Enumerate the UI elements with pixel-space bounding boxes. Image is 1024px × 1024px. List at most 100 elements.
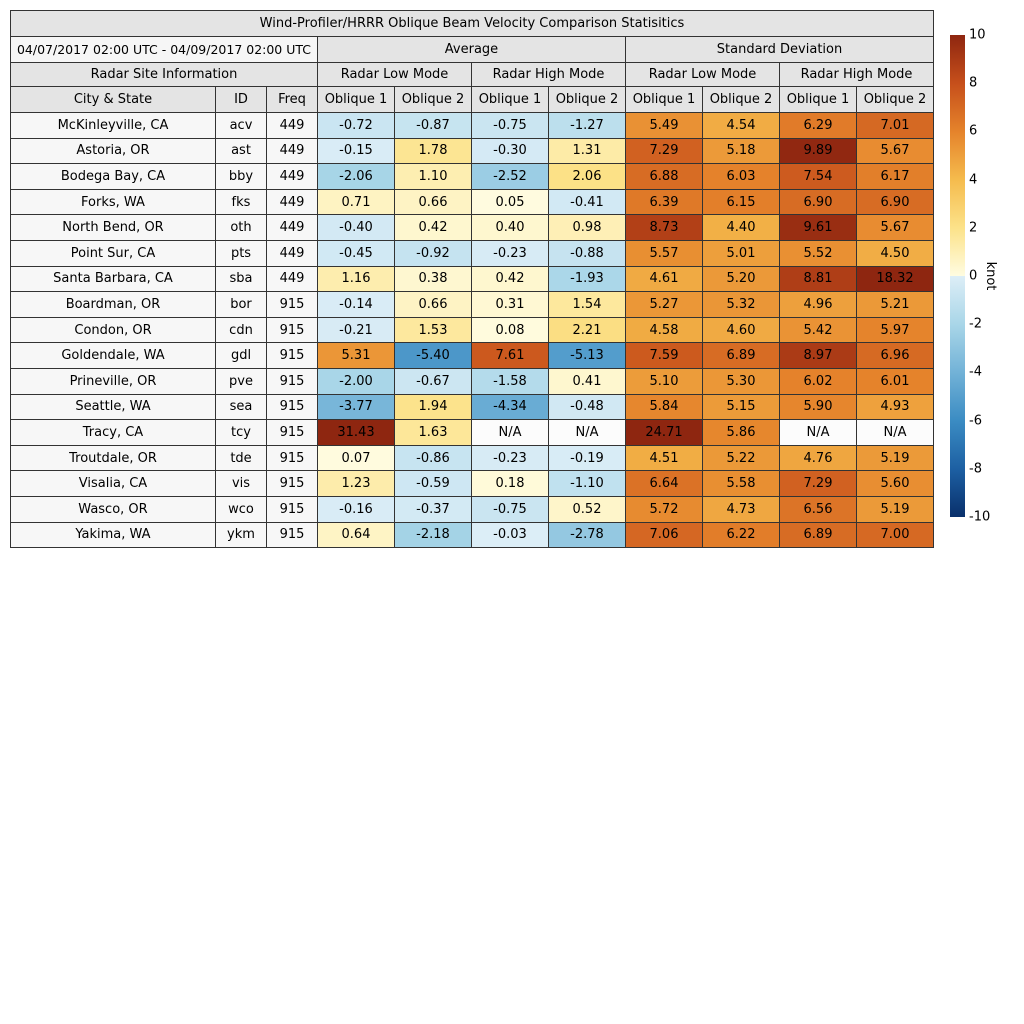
cell-city: Yakima, WA bbox=[10, 521, 216, 549]
cell-value: 2.06 bbox=[548, 163, 626, 190]
cell-value: 5.60 bbox=[856, 470, 934, 497]
column-header-row: City & State ID Freq Oblique 1 Oblique 2… bbox=[10, 86, 934, 113]
cell-value: 8.97 bbox=[779, 342, 857, 369]
table-row: North Bend, OR oth 449 -0.40 0.42 0.40 0.98 8.7… bbox=[10, 214, 934, 241]
table-row: Troutdale, OR tde 915 0.07 -0.86 -0.23 -0.19 4.… bbox=[10, 444, 934, 472]
cell-value: 1.23 bbox=[317, 470, 395, 497]
cell-value: 4.73 bbox=[702, 495, 780, 523]
cell-freq: 449 bbox=[266, 214, 318, 241]
cell-value: -2.52 bbox=[471, 163, 549, 190]
cell-freq: 915 bbox=[266, 419, 318, 446]
table-body: McKinleyville, CA acv 449 -0.72 -0.87 -0.75 -1… bbox=[10, 112, 934, 549]
colorbar-tick-label: -2 bbox=[969, 316, 982, 332]
cell-value: -0.45 bbox=[317, 239, 395, 267]
cell-value: 5.52 bbox=[779, 239, 857, 267]
cell-city: Seattle, WA bbox=[10, 393, 216, 421]
cell-value: 4.50 bbox=[856, 239, 934, 267]
cell-value: 6.89 bbox=[779, 521, 857, 549]
cell-value: 5.19 bbox=[856, 444, 934, 472]
cell-id: oth bbox=[215, 214, 267, 241]
col-header-oblique1: Oblique 1 bbox=[317, 86, 395, 113]
cell-value: -2.06 bbox=[317, 163, 395, 190]
cell-freq: 915 bbox=[266, 342, 318, 369]
cell-value: 5.49 bbox=[625, 112, 703, 139]
cell-value: -0.30 bbox=[471, 137, 549, 165]
group-header-standard-deviation: Standard Deviation bbox=[625, 36, 934, 63]
cell-value: 6.17 bbox=[856, 163, 934, 190]
cell-value: -0.19 bbox=[548, 444, 626, 472]
colorbar-tick-label: -10 bbox=[969, 509, 991, 525]
cell-value: 1.31 bbox=[548, 137, 626, 165]
cell-value: 24.71 bbox=[625, 419, 703, 446]
cell-value: 6.39 bbox=[625, 188, 703, 216]
cell-id: sea bbox=[215, 393, 267, 421]
cell-id: ykm bbox=[215, 521, 267, 549]
cell-freq: 449 bbox=[266, 265, 318, 293]
cell-value: 5.27 bbox=[625, 291, 703, 318]
mode-header-row: Radar Site Information Radar Low Mode Ra… bbox=[10, 62, 934, 87]
cell-value: -2.00 bbox=[317, 367, 395, 395]
cell-value: N/A bbox=[779, 419, 857, 446]
table-row: Condon, OR cdn 915 -0.21 1.53 0.08 2.21 4.58 4.6… bbox=[10, 316, 934, 344]
mode-header-high: Radar High Mode bbox=[779, 62, 934, 87]
table-row: Boardman, OR bor 915 -0.14 0.66 0.31 1.54 5.27 5… bbox=[10, 291, 934, 318]
cell-value: 8.81 bbox=[779, 265, 857, 293]
cell-value: 4.61 bbox=[625, 265, 703, 293]
cell-value: -0.48 bbox=[548, 393, 626, 421]
cell-value: 1.53 bbox=[394, 316, 472, 344]
cell-value: 0.64 bbox=[317, 521, 395, 549]
cell-freq: 449 bbox=[266, 137, 318, 165]
cell-id: sba bbox=[215, 265, 267, 293]
cell-value: 6.89 bbox=[702, 342, 780, 369]
table-title: Wind-Profiler/HRRR Oblique Beam Velocity… bbox=[10, 10, 934, 37]
cell-city: Wasco, OR bbox=[10, 495, 216, 523]
cell-value: 1.94 bbox=[394, 393, 472, 421]
cell-city: Tracy, CA bbox=[10, 419, 216, 446]
group-header-row: 04/07/2017 02:00 UTC - 04/09/2017 02:00 … bbox=[10, 36, 934, 63]
cell-city: Goldendale, WA bbox=[10, 342, 216, 369]
colorbar-tick-label: 2 bbox=[969, 220, 978, 236]
cell-value: -2.18 bbox=[394, 521, 472, 549]
colorbar-tick-label: 0 bbox=[969, 268, 978, 284]
col-header-city: City & State bbox=[10, 86, 216, 113]
cell-city: Visalia, CA bbox=[10, 470, 216, 497]
cell-value: 5.30 bbox=[702, 367, 780, 395]
table-row: Point Sur, CA pts 449 -0.45 -0.92 -0.23 -0.88 5… bbox=[10, 239, 934, 267]
col-header-oblique1: Oblique 1 bbox=[779, 86, 857, 113]
cell-value: 0.42 bbox=[394, 214, 472, 241]
mode-header-low: Radar Low Mode bbox=[625, 62, 780, 87]
cell-value: -1.58 bbox=[471, 367, 549, 395]
cell-value: 1.10 bbox=[394, 163, 472, 190]
group-header-average: Average bbox=[317, 36, 626, 63]
cell-freq: 449 bbox=[266, 112, 318, 139]
cell-value: -0.21 bbox=[317, 316, 395, 344]
cell-value: 6.64 bbox=[625, 470, 703, 497]
colorbar-tick-label: 8 bbox=[969, 75, 978, 91]
cell-value: 0.38 bbox=[394, 265, 472, 293]
cell-value: 6.96 bbox=[856, 342, 934, 369]
cell-value: 6.15 bbox=[702, 188, 780, 216]
table-row: Yakima, WA ykm 915 0.64 -2.18 -0.03 -2.78 7.06 6… bbox=[10, 521, 934, 549]
cell-value: 0.52 bbox=[548, 495, 626, 523]
cell-value: 6.03 bbox=[702, 163, 780, 190]
table-row: Tracy, CA tcy 915 31.43 1.63 N/A N/A 24.71 5.86 N… bbox=[10, 419, 934, 446]
colorbar-ticks: 10 8 6 4 2 0 -2 -4 -6 -8 -10 bbox=[969, 29, 1003, 524]
cell-value: 1.16 bbox=[317, 265, 395, 293]
cell-value: 5.18 bbox=[702, 137, 780, 165]
cell-value: 4.96 bbox=[779, 291, 857, 318]
cell-value: 4.93 bbox=[856, 393, 934, 421]
title-row: Wind-Profiler/HRRR Oblique Beam Velocity… bbox=[10, 10, 934, 37]
cell-value: 6.88 bbox=[625, 163, 703, 190]
cell-value: -0.15 bbox=[317, 137, 395, 165]
cell-id: bby bbox=[215, 163, 267, 190]
cell-city: Point Sur, CA bbox=[10, 239, 216, 267]
cell-value: 6.22 bbox=[702, 521, 780, 549]
cell-freq: 449 bbox=[266, 239, 318, 267]
cell-value: -0.92 bbox=[394, 239, 472, 267]
cell-value: -0.86 bbox=[394, 444, 472, 472]
cell-value: 0.71 bbox=[317, 188, 395, 216]
cell-value: 0.66 bbox=[394, 291, 472, 318]
cell-id: vis bbox=[215, 470, 267, 497]
colorbar-tick-label: -8 bbox=[969, 461, 982, 477]
